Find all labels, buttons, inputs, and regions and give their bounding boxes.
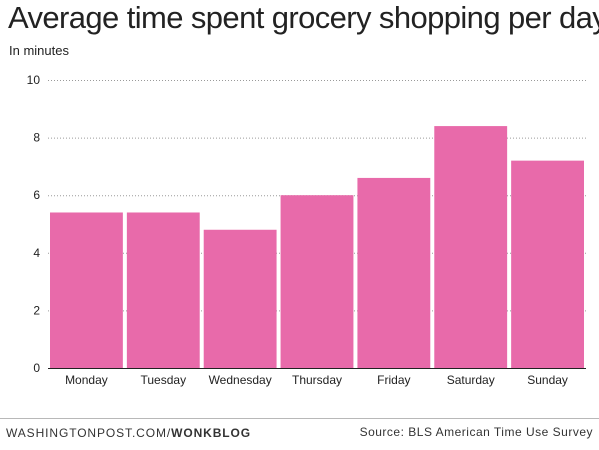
x-tick-label: Sunday — [527, 373, 568, 387]
y-tick-label: 6 — [33, 188, 40, 202]
y-tick-label: 4 — [33, 246, 40, 260]
bar — [50, 212, 123, 368]
bar — [357, 177, 431, 368]
x-tick-label: Thursday — [292, 373, 342, 387]
x-tick-label: Monday — [65, 373, 108, 387]
footer-source: Source: BLS American Time Use Survey — [359, 425, 593, 439]
y-tick-label: 8 — [33, 131, 40, 145]
chart-title: Average time spent grocery shopping per … — [8, 0, 599, 35]
bar — [126, 212, 200, 368]
bar — [434, 126, 508, 368]
y-tick-label: 0 — [33, 361, 40, 375]
chart-subtitle: In minutes — [9, 43, 69, 58]
bar — [203, 229, 277, 368]
y-tick-label: 10 — [27, 73, 41, 87]
x-tick-label: Wednesday — [209, 373, 272, 387]
x-tick-label: Saturday — [447, 373, 495, 387]
footer-divider — [0, 418, 599, 419]
x-tick-label: Friday — [377, 373, 410, 387]
x-tick-label: Tuesday — [140, 373, 186, 387]
bar-chart: 0 2 4 6 8 10 Monday Tuesday Wednesday Thursday Fri… — [27, 73, 586, 387]
y-tick-label: 2 — [33, 303, 40, 317]
footer-site: WASHINGTONPOST.COM/WONKBLOG — [6, 426, 251, 440]
bar — [280, 195, 354, 368]
footer-brand: WONKBLOG — [171, 426, 251, 440]
bar — [511, 160, 584, 368]
footer-site-url: WASHINGTONPOST.COM/ — [6, 426, 172, 440]
